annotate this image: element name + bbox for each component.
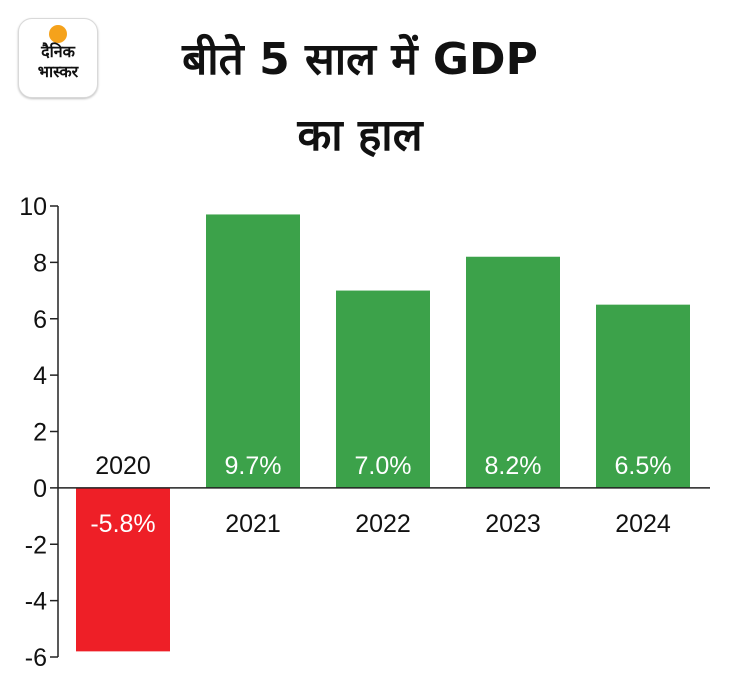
bar-2023: [466, 256, 560, 488]
y-tick-label: -4: [25, 588, 47, 616]
y-tick-label: 8: [33, 249, 47, 277]
y-tick-label: -6: [25, 644, 47, 672]
chart-title-line-1: बीते 5 साल में GDP: [182, 34, 538, 85]
y-tick-label: 10: [19, 193, 47, 221]
logo-line-1: दैनिक: [41, 42, 75, 61]
bar-2020: [76, 487, 170, 652]
dainik-bhaskar-logo: दैनिक भास्कर: [18, 18, 98, 98]
bar-2021: [206, 214, 300, 488]
category-label-2020: 2020: [95, 452, 151, 480]
category-label-2023: 2023: [485, 510, 541, 538]
y-tick-label: 2: [33, 419, 47, 447]
bar-2022: [336, 290, 430, 488]
value-label-2023: 8.2%: [485, 452, 542, 480]
bar-2024: [596, 304, 690, 488]
category-label-2021: 2021: [225, 510, 281, 538]
y-tick-label: 0: [33, 475, 47, 503]
value-label-2022: 7.0%: [355, 452, 412, 480]
chart-title-line-2: का हाल: [297, 110, 423, 161]
y-tick-label: -2: [25, 531, 47, 559]
sun-icon: [49, 25, 67, 43]
value-label-2021: 9.7%: [225, 452, 282, 480]
value-label-2020: -5.8%: [90, 510, 155, 538]
category-label-2024: 2024: [615, 510, 671, 538]
value-label-2024: 6.5%: [615, 452, 672, 480]
y-tick-label: 4: [33, 362, 47, 390]
category-label-2022: 2022: [355, 510, 411, 538]
y-tick-label: 6: [33, 306, 47, 334]
logo-line-2: भास्कर: [37, 62, 79, 81]
